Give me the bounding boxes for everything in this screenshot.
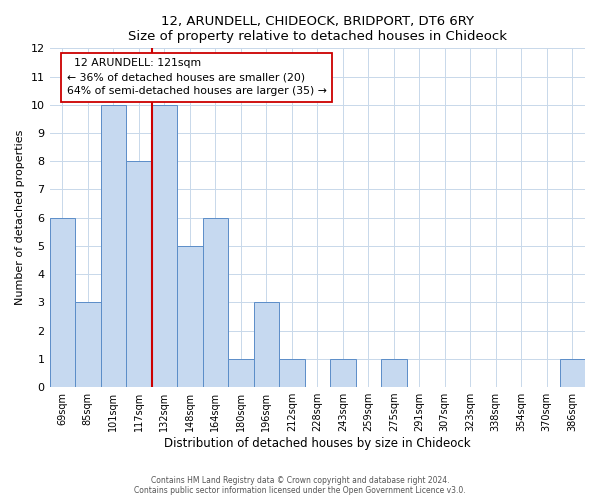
Text: Contains HM Land Registry data © Crown copyright and database right 2024.
Contai: Contains HM Land Registry data © Crown c… bbox=[134, 476, 466, 495]
Bar bbox=[254, 302, 279, 387]
Bar bbox=[228, 359, 254, 387]
Bar bbox=[152, 105, 177, 387]
Text: 12 ARUNDELL: 121sqm  
← 36% of detached houses are smaller (20)
64% of semi-deta: 12 ARUNDELL: 121sqm ← 36% of detached ho… bbox=[67, 58, 327, 96]
Bar bbox=[126, 161, 152, 387]
Bar bbox=[75, 302, 101, 387]
Bar bbox=[203, 218, 228, 387]
Title: 12, ARUNDELL, CHIDEOCK, BRIDPORT, DT6 6RY
Size of property relative to detached : 12, ARUNDELL, CHIDEOCK, BRIDPORT, DT6 6R… bbox=[128, 15, 507, 43]
Bar bbox=[381, 359, 407, 387]
Bar bbox=[177, 246, 203, 387]
Bar bbox=[279, 359, 305, 387]
X-axis label: Distribution of detached houses by size in Chideock: Distribution of detached houses by size … bbox=[164, 437, 470, 450]
Bar bbox=[101, 105, 126, 387]
Bar bbox=[50, 218, 75, 387]
Y-axis label: Number of detached properties: Number of detached properties bbox=[15, 130, 25, 306]
Bar bbox=[560, 359, 585, 387]
Bar bbox=[330, 359, 356, 387]
